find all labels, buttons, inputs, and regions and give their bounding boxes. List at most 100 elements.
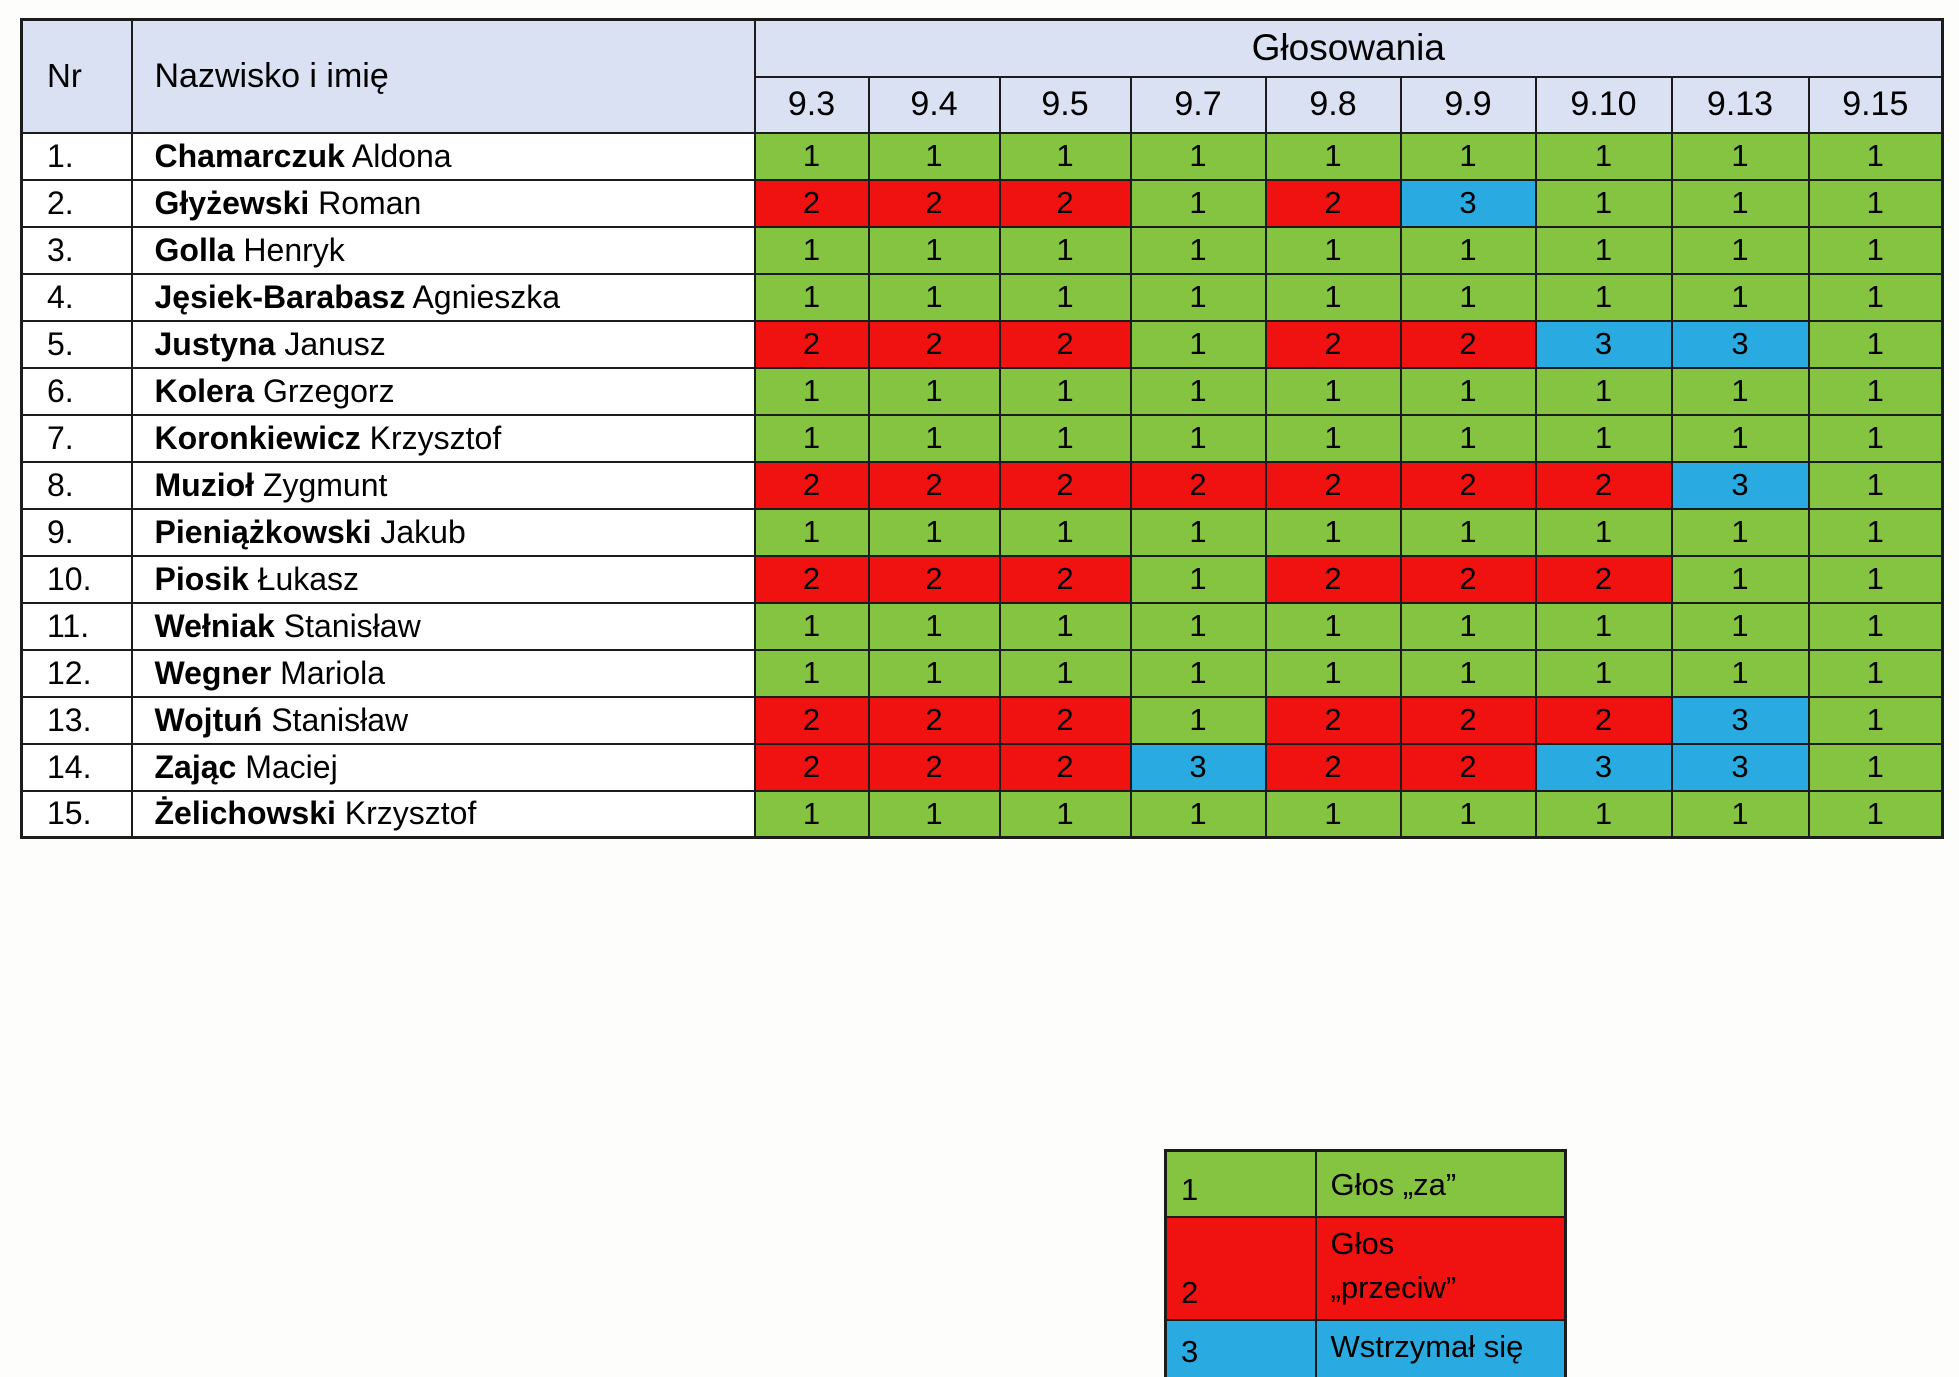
vote-cell: 2 xyxy=(1264,554,1402,604)
vote-cell: 2 xyxy=(1399,554,1537,604)
vote-cell: 3 xyxy=(1399,178,1537,228)
vote-cell: 2 xyxy=(998,319,1132,369)
vote-cell: 2 xyxy=(1399,695,1537,745)
row-number: 14. xyxy=(20,742,133,792)
vote-cell: 1 xyxy=(1264,413,1402,463)
vote-column-header: 9.7 xyxy=(1129,75,1267,134)
given-name: Krzysztof xyxy=(360,419,502,456)
vote-cell: 1 xyxy=(1807,319,1944,369)
given-name: Zygmunt xyxy=(254,466,388,503)
vote-cell: 1 xyxy=(1399,225,1537,275)
vote-cell: 1 xyxy=(1807,648,1944,698)
table-row: 5. Justyna Janusz 2 2 2 1 2 2 3 3 1 xyxy=(20,319,1944,369)
given-name: Grzegorz xyxy=(254,372,395,409)
vote-cell: 1 xyxy=(1807,601,1944,651)
person-name: Pieniążkowski Jakub xyxy=(130,507,756,557)
vote-cell: 2 xyxy=(998,695,1132,745)
vote-cell: 1 xyxy=(1807,131,1944,181)
vote-cell: 1 xyxy=(1807,366,1944,416)
table-row: 8. Muzioł Zygmunt 2 2 2 2 2 2 2 3 1 xyxy=(20,460,1944,510)
given-name: Maciej xyxy=(236,748,338,785)
vote-cell: 1 xyxy=(1129,789,1267,839)
voting-table: Nr Nazwisko i imię Głosowania 9.3 9.4 9.5 9… xyxy=(20,18,1945,839)
given-name: Aldona xyxy=(344,137,452,174)
vote-cell: 1 xyxy=(1264,366,1402,416)
vote-cell: 1 xyxy=(998,131,1132,181)
vote-cell: 3 xyxy=(1670,460,1810,510)
vote-cell: 2 xyxy=(1264,178,1402,228)
vote-cell: 1 xyxy=(1399,507,1537,557)
row-number: 12. xyxy=(20,648,133,698)
table-row: 11. Wełniak Stanisław 1 1 1 1 1 1 1 1 1 xyxy=(20,601,1944,651)
table-row: 13. Wojtuń Stanisław 2 2 2 1 2 2 2 3 1 xyxy=(20,695,1944,745)
table-row: 9. Pieniążkowski Jakub 1 1 1 1 1 1 1 1 1 xyxy=(20,507,1944,557)
row-number: 5. xyxy=(20,319,133,369)
surname: Kolera xyxy=(154,372,255,409)
vote-cell: 1 xyxy=(1264,601,1402,651)
row-number: 15. xyxy=(20,789,133,839)
given-name: Mariola xyxy=(271,654,386,691)
vote-cell: 1 xyxy=(998,225,1132,275)
vote-cell: 2 xyxy=(867,554,1001,604)
person-name: Justyna Janusz xyxy=(130,319,756,369)
vote-cell: 1 xyxy=(1534,366,1673,416)
surname: Muzioł xyxy=(154,466,255,503)
vote-cell: 2 xyxy=(867,178,1001,228)
group-header-row: Nr Nazwisko i imię Głosowania xyxy=(20,18,1944,134)
vote-cell: 2 xyxy=(1264,460,1402,510)
person-name: Piosik Łukasz xyxy=(130,554,756,604)
person-name: Żelichowski Krzysztof xyxy=(130,789,756,839)
vote-cell: 1 xyxy=(1129,507,1267,557)
vote-cell: 2 xyxy=(1399,319,1537,369)
table-row: 7. Koronkiewicz Krzysztof 1 1 1 1 1 1 1 1 1 xyxy=(20,413,1944,463)
vote-cell: 1 xyxy=(1534,648,1673,698)
vote-cell: 1 xyxy=(867,131,1001,181)
legend-label-for: Głos „za” xyxy=(1314,1149,1567,1218)
given-name: Agnieszka xyxy=(405,278,561,315)
vote-cell: 2 xyxy=(1264,695,1402,745)
vote-cell: 1 xyxy=(1264,272,1402,322)
name-column-header: Nazwisko i imię xyxy=(130,18,756,134)
vote-cell: 2 xyxy=(753,460,870,510)
vote-cell: 1 xyxy=(1264,789,1402,839)
row-number: 10. xyxy=(20,554,133,604)
table-row: 12. Wegner Mariola 1 1 1 1 1 1 1 1 1 xyxy=(20,648,1944,698)
vote-cell: 2 xyxy=(1399,460,1537,510)
table-row: 14. Zając Maciej 2 2 2 3 2 2 3 3 1 xyxy=(20,742,1944,792)
vote-cell: 1 xyxy=(1670,413,1810,463)
vote-column-header: 9.5 xyxy=(998,75,1132,134)
vote-cell: 1 xyxy=(1534,178,1673,228)
vote-cell: 1 xyxy=(867,507,1001,557)
vote-cell: 1 xyxy=(753,601,870,651)
vote-cell: 2 xyxy=(998,460,1132,510)
vote-cell: 1 xyxy=(753,507,870,557)
person-name: Wojtuń Stanisław xyxy=(130,695,756,745)
surname: Głyżewski xyxy=(154,184,310,221)
nr-column-header: Nr xyxy=(20,18,133,134)
vote-cell: 1 xyxy=(1129,131,1267,181)
vote-cell: 2 xyxy=(1264,319,1402,369)
legend-label-abstain: Wstrzymał się xyxy=(1314,1319,1567,1377)
given-name: Krzysztof xyxy=(335,795,477,832)
legend-label-against: Głos „przeciw” xyxy=(1314,1215,1567,1322)
vote-cell: 1 xyxy=(1670,554,1810,604)
vote-cell: 1 xyxy=(1670,178,1810,228)
vote-cell: 2 xyxy=(1534,554,1673,604)
vote-cell: 1 xyxy=(1129,648,1267,698)
vote-cell: 2 xyxy=(867,695,1001,745)
vote-cell: 1 xyxy=(998,413,1132,463)
vote-cell: 1 xyxy=(867,413,1001,463)
vote-cell: 1 xyxy=(1399,366,1537,416)
vote-cell: 1 xyxy=(998,789,1132,839)
surname: Jęsiek-Barabasz xyxy=(154,278,406,315)
vote-column-header: 9.15 xyxy=(1807,75,1944,134)
vote-cell: 1 xyxy=(998,366,1132,416)
vote-cell: 1 xyxy=(1399,413,1537,463)
vote-cell: 2 xyxy=(867,742,1001,792)
person-name: Głyżewski Roman xyxy=(130,178,756,228)
given-name: Jakub xyxy=(371,513,466,550)
surname: Piosik xyxy=(154,560,249,597)
vote-cell: 2 xyxy=(1129,460,1267,510)
vote-cell: 1 xyxy=(1534,413,1673,463)
row-number: 7. xyxy=(20,413,133,463)
